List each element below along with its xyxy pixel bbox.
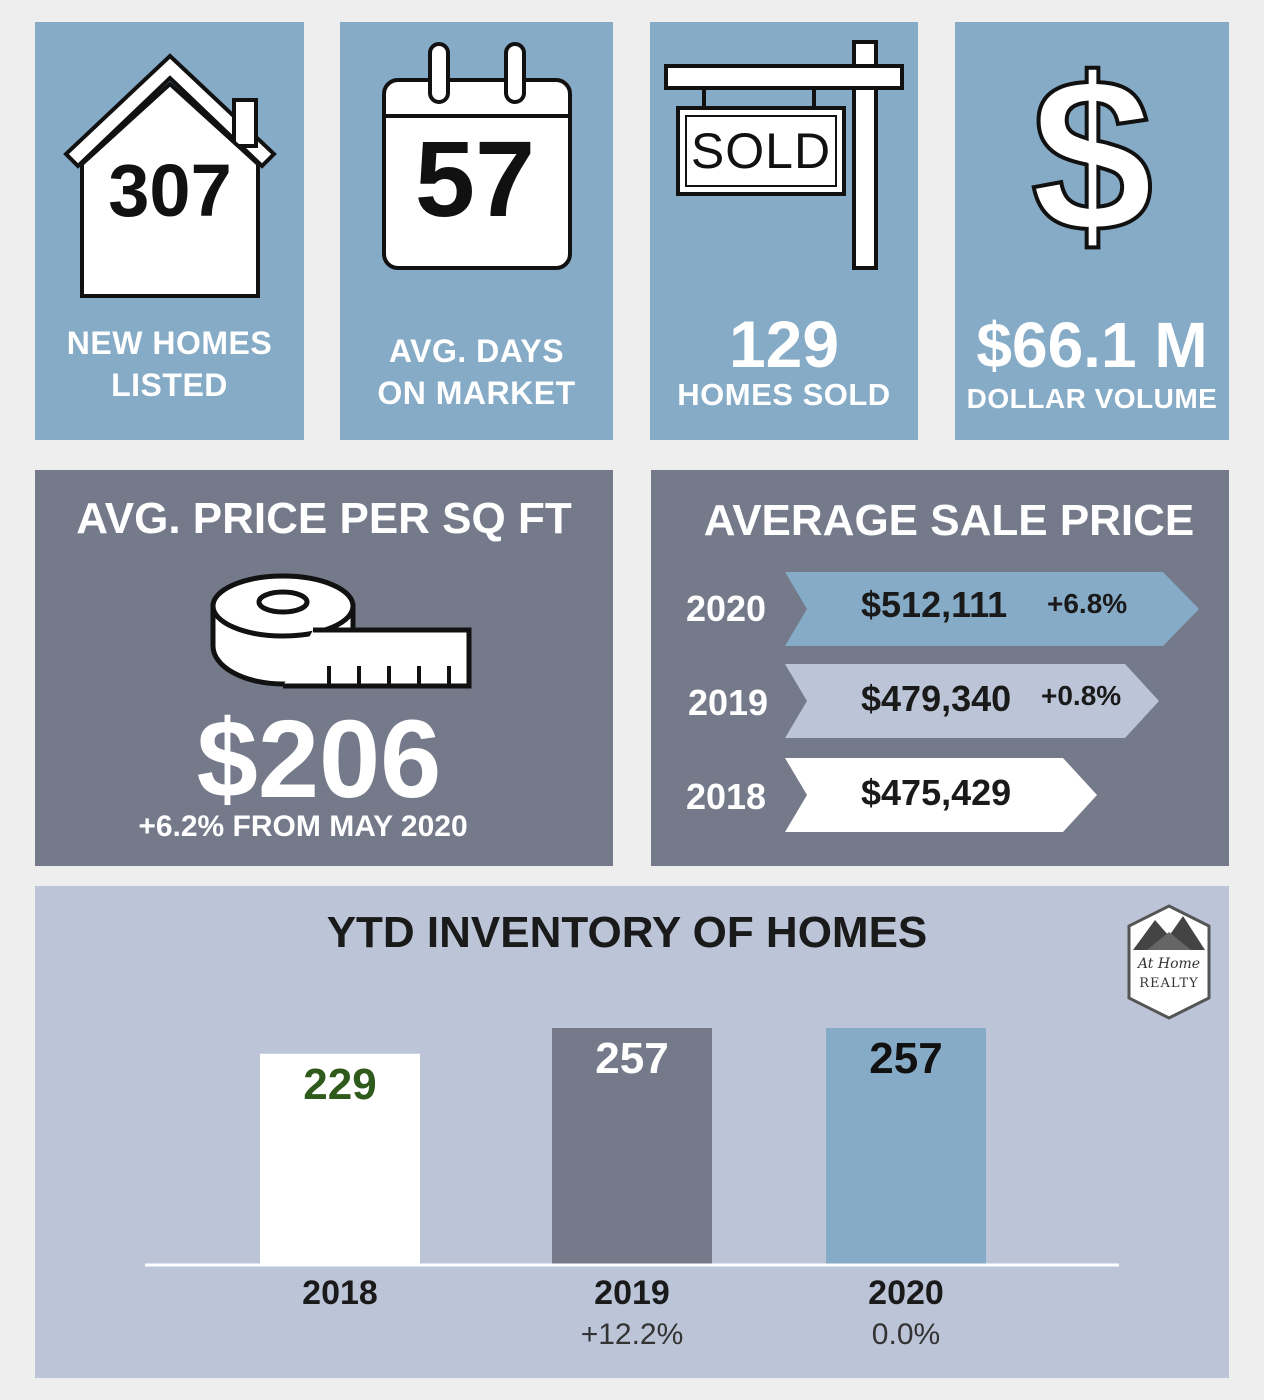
inventory-bar-chart xyxy=(145,1028,1119,1267)
new-homes-value: 307 xyxy=(108,149,232,232)
sale-price-year-2020: 2020 xyxy=(685,588,767,629)
days-on-market-tile: 57 AVG. DAYS ON MARKET xyxy=(340,22,613,440)
at-home-realty-logo: At Home REALTY xyxy=(1125,904,1213,1020)
average-sale-price-title: AVERAGE SALE PRICE xyxy=(703,496,1195,545)
sale-price-change-2020: +6.8% xyxy=(1047,588,1128,619)
sale-price-year-2018: 2018 xyxy=(685,776,767,817)
inventory-bar-value-2018: 229 xyxy=(303,1059,377,1109)
sale-price-change-2019: +0.8% xyxy=(1041,680,1122,711)
average-sale-price-panel: AVERAGE SALE PRICE 2020 $512,111 +6.8% 2… xyxy=(651,470,1229,866)
days-on-market-value: 57 xyxy=(414,118,536,239)
inventory-category-2020: 2020 xyxy=(868,1274,944,1312)
house-icon xyxy=(63,53,277,298)
sale-price-year-2019: 2019 xyxy=(687,682,769,723)
homes-sold-label: HOMES SOLD xyxy=(677,377,891,412)
price-per-sqft-title: AVG. PRICE PER SQ FT xyxy=(76,494,572,543)
inventory-bar-2018 xyxy=(260,1053,420,1264)
dollar-volume-label: DOLLAR VOLUME xyxy=(966,383,1218,414)
inventory-category-2018: 2018 xyxy=(302,1274,378,1312)
inventory-category-2019: 2019 xyxy=(594,1274,670,1312)
homes-sold-tile: SOLD 129 HOMES SOLD xyxy=(650,22,918,440)
inventory-chart-panel: YTD INVENTORY OF HOMES At Home REALTY 22… xyxy=(35,886,1229,1378)
sale-price-arrow-2018 xyxy=(785,758,1097,832)
new-homes-tile: 307 NEW HOMES LISTED xyxy=(35,22,304,440)
new-homes-label-line2: LISTED xyxy=(111,367,228,403)
sale-price-arrow-2019 xyxy=(785,664,1159,738)
inventory-change-2019: +12.2% xyxy=(580,1318,684,1351)
price-per-sqft-value: $206 xyxy=(196,698,442,821)
inventory-bar-value-2020: 257 xyxy=(869,1034,943,1083)
logo-line1: At Home xyxy=(1137,956,1201,972)
inventory-bar-value-2019: 257 xyxy=(595,1034,669,1083)
dollar-volume-value: $66.1 M xyxy=(976,309,1208,381)
sold-sign-text: SOLD xyxy=(690,123,832,179)
sale-price-value-2020: $512,111 xyxy=(861,584,1008,625)
calendar-icon xyxy=(382,42,572,270)
inventory-bar-2019 xyxy=(552,1028,712,1264)
logo-badge-icon xyxy=(1127,904,1211,1020)
logo-line2: REALTY xyxy=(1139,976,1199,991)
days-on-market-label-line1: AVG. DAYS xyxy=(388,333,565,369)
price-per-sqft-change: +6.2% FROM MAY 2020 xyxy=(138,810,468,843)
sale-price-arrow-2020 xyxy=(785,572,1199,646)
inventory-bar-2020 xyxy=(826,1028,986,1264)
new-homes-label-line1: NEW HOMES xyxy=(66,325,273,361)
dollar-sign-icon: $ xyxy=(1029,32,1155,278)
dollar-volume-tile: $ $66.1 M DOLLAR VOLUME xyxy=(955,22,1229,440)
sold-sign-icon xyxy=(664,40,904,270)
homes-sold-value: 129 xyxy=(728,307,840,381)
sale-price-value-2018: $475,429 xyxy=(861,772,1012,813)
chart-title: YTD INVENTORY OF HOMES xyxy=(326,908,928,957)
tape-measure-icon xyxy=(210,573,472,689)
sale-price-value-2019: $479,340 xyxy=(861,678,1012,719)
days-on-market-label-line2: ON MARKET xyxy=(377,375,576,411)
price-per-sqft-panel: AVG. PRICE PER SQ FT $206 +6.2% FROM MAY… xyxy=(35,470,613,866)
inventory-change-2020: 0.0% xyxy=(871,1318,941,1351)
